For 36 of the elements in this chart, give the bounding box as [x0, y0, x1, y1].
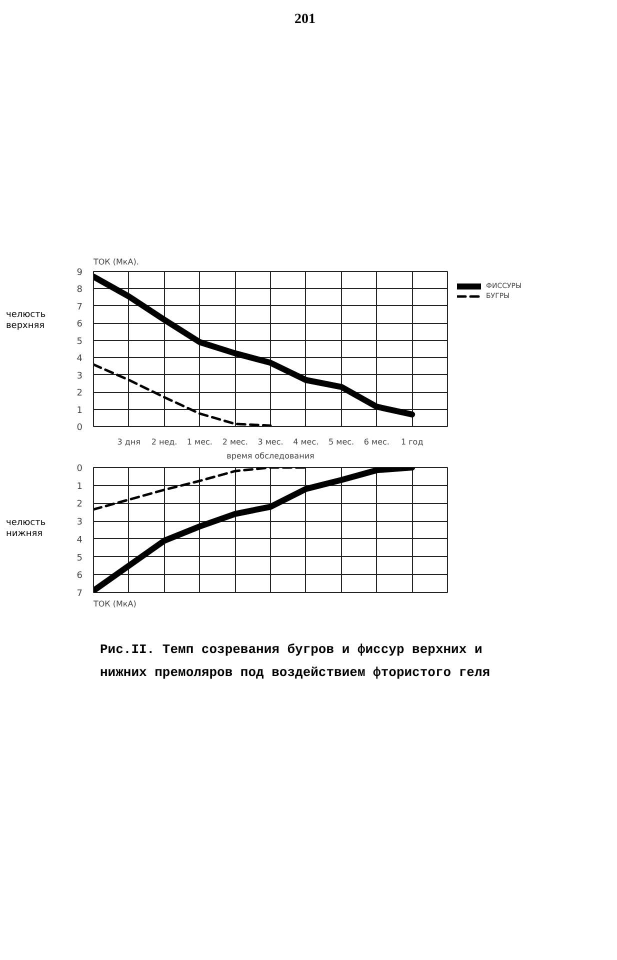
- x-tick-label: 5 мес.: [328, 438, 354, 446]
- y-tick-label: 9: [76, 268, 83, 278]
- y-tick-label: 1: [76, 406, 83, 416]
- y-tick-label: 3: [76, 371, 83, 382]
- chart-title: ТОК (МкА).: [92, 258, 139, 266]
- x-tick-label: 6 мес.: [364, 438, 390, 446]
- y-tick-label: 3: [76, 518, 83, 528]
- y-tick-label: 0: [76, 423, 83, 433]
- y-tick-label: 0: [76, 464, 83, 474]
- y-tick-label: 2: [76, 388, 83, 399]
- text: 201: [294, 11, 316, 29]
- y-axis-title: челюсть нижняя: [6, 518, 46, 540]
- y-tick-label: 7: [76, 302, 83, 312]
- x-axis-title: время обследования: [226, 452, 315, 460]
- line-series: [94, 363, 272, 426]
- y-tick-label: 7: [76, 589, 83, 599]
- x-tick-label: 4 мес.: [293, 438, 319, 446]
- y-tick-label: 5: [76, 336, 83, 347]
- x-tick-label: 3 дня: [117, 438, 141, 446]
- y-tick-label: 8: [76, 285, 83, 296]
- text: ТОК (МкА): [92, 600, 136, 608]
- x-tick-label: 1 мес.: [186, 438, 212, 446]
- line-series: [94, 468, 308, 511]
- y-tick-label: 2: [76, 500, 83, 510]
- y-tick-label: 5: [76, 553, 83, 564]
- y-axis-title: челюсть верхняя: [6, 310, 46, 332]
- y-tick-label: 6: [76, 320, 83, 330]
- y-tick-label: 4: [76, 535, 83, 546]
- x-tick-label: 1 год: [400, 438, 424, 446]
- y-tick-label: 1: [76, 482, 83, 492]
- x-tick-label: 3 мес.: [258, 438, 284, 446]
- y-tick-label: 4: [76, 354, 83, 364]
- x-tick-label: 2 мес.: [222, 438, 248, 446]
- x-tick-label: 2 нед.: [151, 438, 178, 446]
- text: Рис.II. Темп созревания бугров и фиссур верхних и нижних премоляров под воздействием фтористого геля: [100, 641, 492, 682]
- y-tick-label: 6: [76, 571, 83, 582]
